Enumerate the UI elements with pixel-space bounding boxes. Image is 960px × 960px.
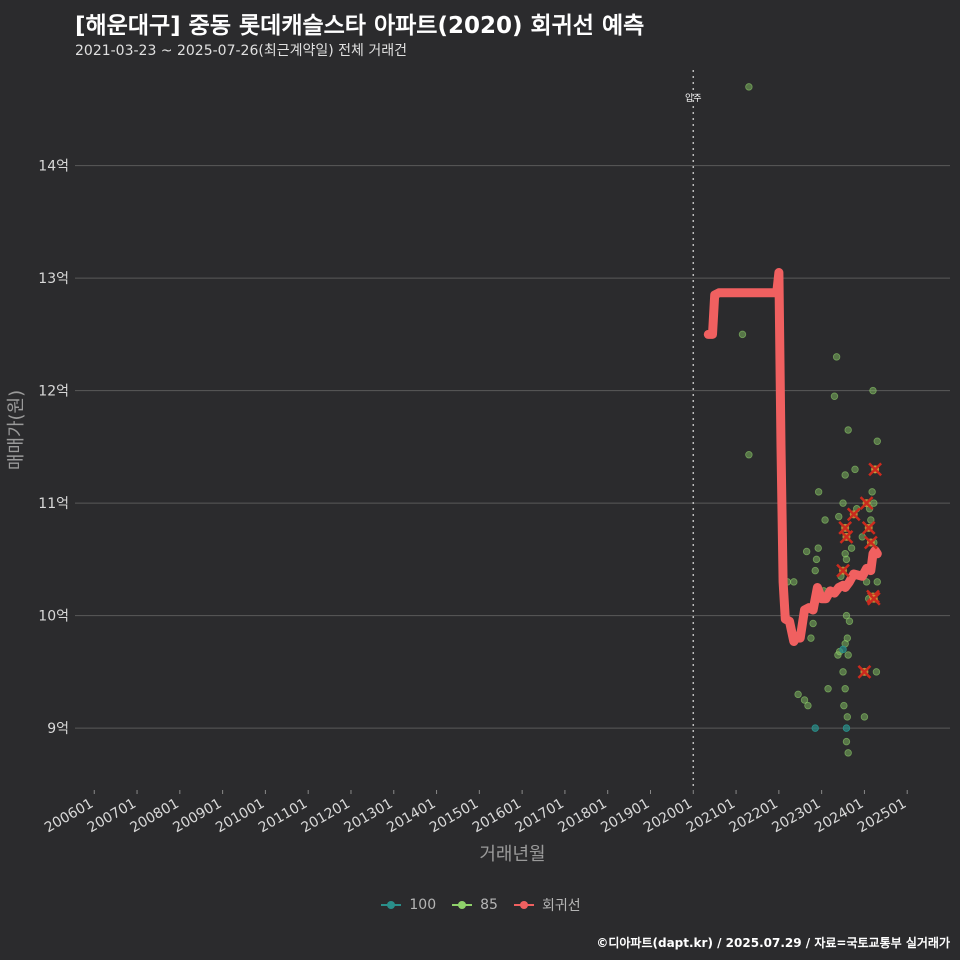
y-tick-label: 12억 — [38, 384, 69, 400]
point-85 — [812, 555, 821, 564]
y-axis-title: 매매가(원) — [6, 390, 27, 470]
point-85 — [869, 386, 877, 395]
point-85 — [839, 668, 847, 676]
highlight-x-marker — [859, 496, 874, 511]
legend-key-100-icon — [379, 897, 403, 913]
highlight-x-marker — [861, 520, 876, 535]
point-85 — [804, 701, 812, 710]
y-tick-label: 11억 — [38, 496, 69, 512]
point-85 — [842, 737, 851, 746]
legend-key-85-icon — [450, 897, 474, 913]
chart-subtitle: 2021-03-23 ~ 2025-07-26(최근계약일) 전체 거래건 — [75, 43, 407, 59]
x-tick-label: 202501 — [855, 796, 909, 837]
point-85 — [872, 668, 881, 676]
point-85 — [845, 617, 854, 625]
point-85 — [832, 353, 841, 361]
point-85 — [840, 701, 848, 710]
point-85 — [844, 426, 852, 434]
point-85 — [868, 488, 876, 496]
chart-title: [해운대구] 중동 롯데캐슬스타 아파트(2020) 회귀선 예측 — [75, 13, 645, 39]
legend-item-100: 100 — [379, 895, 436, 915]
point-85 — [851, 465, 859, 474]
x-axis-title: 거래년월 — [479, 844, 545, 865]
point-85 — [842, 555, 851, 564]
point-100 — [839, 645, 847, 654]
point-85 — [843, 634, 852, 642]
point-85 — [839, 499, 847, 507]
point-85 — [870, 499, 878, 507]
regression-line — [703, 268, 882, 646]
point-85 — [844, 749, 852, 757]
point-85 — [841, 685, 849, 693]
point-85 — [807, 634, 815, 642]
highlight-x-marker — [863, 535, 878, 550]
point-85 — [860, 713, 869, 721]
legend-label-100: 100 — [409, 897, 437, 913]
point-85 — [790, 578, 798, 586]
legend-label-85: 85 — [480, 897, 498, 913]
y-tick-label: 13억 — [38, 271, 69, 287]
highlight-x-marker — [836, 563, 850, 578]
footer-credit: ©디아파트(dapt.kr) / 2025.07.29 / 자료=국토교통부 실… — [596, 936, 950, 950]
point-100 — [842, 724, 851, 732]
point-85 — [834, 651, 842, 659]
legend-key-regression-icon — [512, 897, 536, 913]
point-85 — [835, 512, 843, 521]
point-85 — [821, 516, 829, 524]
point-85 — [873, 578, 881, 586]
point-85 — [844, 651, 852, 659]
y-tick-label: 10억 — [38, 609, 69, 625]
point-85 — [824, 685, 832, 693]
legend-item-85: 85 — [450, 895, 498, 915]
highlight-x-marker — [866, 591, 881, 606]
point-85 — [800, 696, 809, 704]
point-85 — [841, 471, 849, 479]
point-85 — [842, 611, 851, 620]
point-100 — [811, 724, 819, 732]
point-85 — [847, 544, 856, 552]
point-85 — [794, 690, 802, 699]
point-85 — [830, 392, 839, 400]
point-85 — [811, 566, 819, 575]
point-85 — [814, 488, 823, 496]
point-85 — [802, 547, 811, 556]
highlight-x-marker — [839, 529, 854, 544]
point-85 — [862, 578, 871, 586]
legend: 100 85 회귀선 — [0, 895, 960, 915]
y-tick-label: 14억 — [38, 159, 69, 175]
point-85 — [738, 330, 747, 339]
point-85 — [843, 713, 852, 721]
point-85 — [867, 516, 875, 524]
point-85 — [809, 619, 817, 628]
point-85 — [841, 550, 849, 558]
point-85 — [745, 451, 753, 459]
point-85 — [873, 437, 881, 445]
highlight-x-marker — [846, 507, 861, 522]
highlight-x-marker — [868, 462, 883, 477]
move-in-label: 입주 — [685, 92, 702, 104]
y-tick-label: 9억 — [47, 721, 69, 737]
point-85 — [814, 544, 822, 552]
legend-item-regression: 회귀선 — [512, 895, 581, 915]
highlight-x-marker — [857, 664, 872, 679]
legend-label-regression: 회귀선 — [541, 898, 581, 914]
point-85 — [745, 83, 753, 91]
